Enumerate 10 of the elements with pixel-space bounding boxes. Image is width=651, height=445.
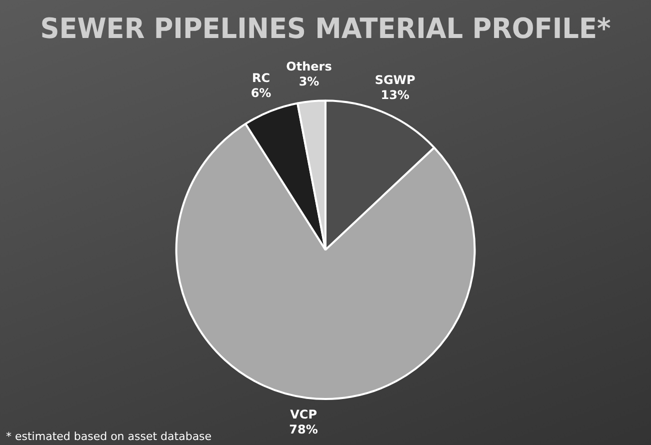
chart-title: SEWER PIPELINES MATERIAL PROFILE* [40, 13, 611, 46]
slice-label: SGWP [374, 73, 416, 88]
data-label: 6% [250, 86, 272, 100]
data-label: 78% [289, 422, 318, 437]
text: * estimated based on asset database [6, 430, 212, 443]
data-label: 3% [298, 74, 320, 89]
data-label: 13% [380, 88, 410, 102]
slice-label: Others [286, 60, 332, 74]
slice-label: VCP [290, 408, 318, 422]
slice-label: RC [252, 71, 270, 86]
